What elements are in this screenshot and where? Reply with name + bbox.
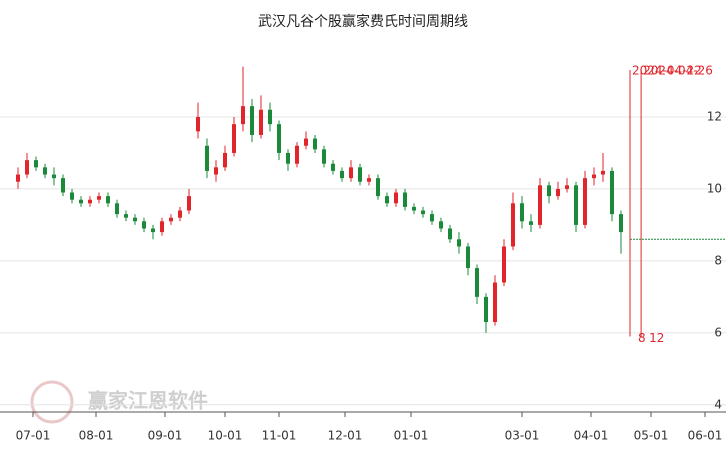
candle-body (259, 109, 263, 135)
candle-body (97, 196, 101, 200)
candle-body (241, 106, 245, 125)
x-tick-label: 09-01 (148, 429, 183, 443)
candle-body (340, 170, 344, 179)
candle-body (511, 203, 515, 247)
y-tick-label: 8 (714, 253, 722, 267)
candle-body (367, 178, 371, 182)
candle-body (16, 174, 20, 182)
candle-body (529, 221, 533, 225)
candle-body (583, 178, 587, 225)
x-tick-label: 04-01 (574, 429, 609, 443)
candle-body (556, 188, 560, 197)
fib-label: 12 (649, 331, 664, 345)
candle-body (394, 192, 398, 204)
candle-body (106, 196, 110, 204)
watermark-logo (30, 380, 74, 424)
candle-body (115, 203, 119, 215)
candle-body (484, 296, 488, 323)
candle-body (601, 170, 605, 175)
candle-body (358, 167, 362, 182)
candle-body (295, 145, 299, 164)
candle-body (70, 192, 74, 200)
candle-body (574, 185, 578, 225)
chart-title: 武汉凡谷个股赢家费氏时间周期线 (258, 13, 468, 30)
y-tick-label: 6 (714, 325, 722, 339)
x-tick-label: 06-01 (688, 429, 723, 443)
candle-body (349, 167, 353, 179)
candle-body (412, 206, 416, 211)
candle-body (331, 163, 335, 171)
candle-body (475, 268, 479, 297)
x-tick-label: 05-01 (634, 429, 669, 443)
candle-body (133, 217, 137, 222)
candle-body (304, 138, 308, 146)
candle-body (205, 145, 209, 171)
fib-label: 8 (638, 331, 646, 345)
candle-body (538, 185, 542, 225)
candle-body (79, 199, 83, 204)
fib-date: 2024-04-26 (643, 64, 713, 78)
y-tick-label: 10 (707, 181, 722, 195)
candle-body (403, 192, 407, 207)
candle-body (565, 185, 569, 189)
candle-body (43, 167, 47, 175)
candle-body (61, 178, 65, 193)
candle-body (448, 228, 452, 240)
x-tick-label: 01-01 (394, 429, 429, 443)
candle-body (187, 196, 191, 211)
candle-body (25, 160, 29, 175)
candle-body (610, 170, 614, 215)
candle-body (592, 174, 596, 179)
x-tick-label: 11-01 (262, 429, 297, 443)
candle-body (421, 210, 425, 215)
x-tick-label: 07-01 (16, 429, 51, 443)
y-tick-label: 12 (707, 109, 722, 123)
x-tick-label: 08-01 (79, 429, 114, 443)
candle-body (151, 228, 155, 233)
x-tick-label: 03-01 (505, 429, 540, 443)
candle-body (52, 174, 56, 179)
candle-body (547, 185, 551, 197)
candle-body (34, 160, 38, 168)
candle-body (430, 214, 434, 222)
candle-body (502, 246, 506, 283)
candle-body (196, 116, 200, 132)
candle-body (313, 138, 317, 150)
candle-body (250, 106, 254, 135)
candle-body (124, 214, 128, 218)
candle-body (160, 221, 164, 233)
candle-body (520, 203, 524, 222)
candle-body (277, 124, 281, 153)
candle-body (169, 217, 173, 222)
candle-body (214, 167, 218, 175)
candle-body (286, 152, 290, 164)
candle-body (457, 239, 461, 247)
candle-body (142, 221, 146, 229)
x-tick-label: 10-01 (208, 429, 243, 443)
candle-body (322, 149, 326, 164)
watermark: 赢家江恩软件 (88, 389, 208, 413)
candle-body (619, 214, 623, 233)
candle-body (439, 221, 443, 229)
candle-body (493, 282, 497, 323)
candle-body (376, 178, 380, 197)
candle-body (232, 124, 236, 153)
fib-date: 2024-04-22 (632, 64, 702, 78)
y-tick-label: 4 (714, 397, 722, 411)
candle-body (178, 210, 182, 218)
candle-body (466, 246, 470, 269)
candle-body (385, 196, 389, 204)
x-tick-label: 12-01 (328, 429, 363, 443)
candle-body (268, 109, 272, 125)
candle-body (88, 199, 92, 204)
candle-body (223, 152, 227, 168)
